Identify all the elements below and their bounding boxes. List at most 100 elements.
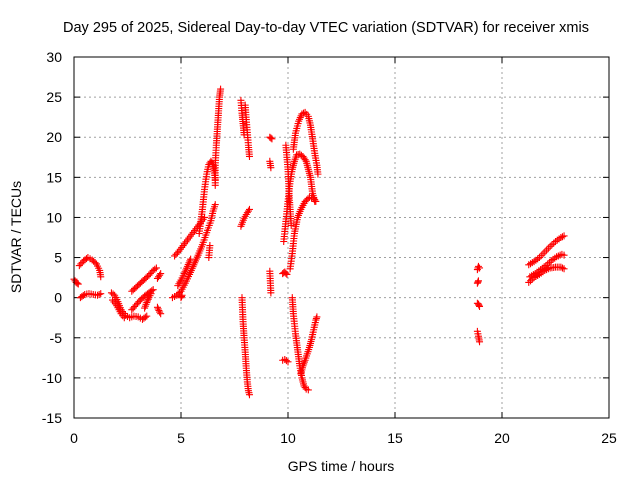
x-axis-ticks: 0 5 10 15 20 25	[70, 57, 617, 446]
data-point	[147, 290, 155, 298]
data-point	[268, 135, 276, 143]
y-tick-label: 5	[54, 250, 62, 266]
y-tick-label: -5	[50, 330, 63, 346]
data-point	[244, 207, 252, 215]
y-tick-label: 10	[46, 209, 62, 225]
data-point	[528, 259, 536, 267]
data-track	[128, 286, 157, 314]
data-track	[473, 277, 482, 287]
data-point	[541, 248, 549, 256]
data-track	[289, 108, 322, 178]
data-point	[311, 196, 319, 204]
data-track	[177, 291, 186, 302]
data-point	[151, 265, 159, 273]
data-track	[282, 141, 295, 229]
data-track	[76, 290, 105, 302]
data-track	[279, 268, 291, 278]
y-tick-label: 15	[46, 169, 62, 185]
data-track	[141, 290, 155, 312]
x-tick-label: 5	[177, 430, 185, 446]
data-point	[267, 164, 275, 172]
plot-frame	[73, 56, 610, 419]
data-track	[237, 205, 253, 230]
data-point	[543, 246, 551, 254]
data-point	[300, 109, 308, 117]
data-point	[558, 264, 566, 272]
data-point	[476, 338, 484, 346]
data-point	[529, 271, 537, 279]
data-point	[548, 241, 556, 249]
data-point	[534, 255, 542, 263]
data-point	[560, 251, 568, 259]
data-points	[70, 85, 568, 399]
x-tick-label: 15	[387, 430, 403, 446]
data-point	[94, 291, 102, 299]
data-point	[474, 262, 482, 270]
data-track	[168, 201, 219, 302]
data-point	[314, 170, 322, 178]
data-point	[525, 278, 533, 286]
data-point	[178, 291, 186, 299]
data-point	[245, 152, 253, 160]
data-point	[557, 234, 565, 241]
x-tick-label: 10	[280, 430, 296, 446]
data-track	[174, 255, 195, 290]
data-track	[297, 313, 321, 378]
data-track	[75, 254, 105, 281]
y-axis-ticks: -15 -10 -5 0 5 10 15 20 25 30	[42, 49, 609, 426]
x-tick-label: 25	[601, 430, 617, 446]
x-tick-label: 20	[494, 430, 510, 446]
x-axis-label: GPS time / hours	[288, 458, 395, 474]
data-track	[473, 262, 484, 274]
data-point	[154, 305, 162, 313]
data-point	[141, 313, 149, 321]
data-point	[79, 292, 87, 300]
data-point	[551, 254, 559, 262]
data-point	[539, 250, 547, 258]
data-track	[526, 250, 568, 281]
data-track	[171, 213, 209, 260]
data-point	[73, 279, 81, 287]
data-point	[474, 277, 482, 285]
y-tick-label: -15	[42, 410, 62, 426]
data-point	[155, 307, 163, 315]
data-point	[560, 232, 568, 240]
y-tick-label: -10	[42, 370, 62, 386]
data-point	[283, 270, 291, 278]
y-tick-label: 20	[46, 129, 62, 145]
data-point	[156, 308, 164, 316]
data-point	[95, 290, 103, 298]
data-point	[540, 263, 548, 271]
data-point	[544, 244, 552, 252]
data-track	[211, 85, 225, 189]
data-point	[558, 233, 566, 241]
data-point	[527, 277, 535, 285]
data-point	[284, 358, 292, 366]
data-track	[70, 275, 82, 288]
data-point	[557, 263, 565, 271]
x-tick-label: 0	[70, 430, 78, 446]
data-point	[74, 280, 82, 288]
data-point	[550, 239, 558, 247]
data-point	[149, 286, 157, 294]
data-point	[97, 290, 105, 298]
grid-lines	[74, 57, 609, 418]
y-tick-label: 30	[46, 49, 62, 65]
data-track	[279, 355, 292, 366]
data-point	[156, 271, 164, 279]
data-point	[535, 267, 543, 275]
data-point	[211, 201, 219, 209]
data-point	[296, 114, 304, 122]
data-track	[238, 294, 253, 399]
data-point	[143, 297, 151, 305]
y-axis-label: SDTVAR / TECUs	[8, 181, 24, 293]
data-point	[152, 264, 160, 272]
data-point	[245, 391, 253, 399]
data-point	[245, 205, 253, 213]
data-point	[157, 270, 165, 278]
data-point	[217, 85, 225, 93]
data-point	[476, 302, 484, 310]
data-point	[560, 265, 568, 273]
data-point	[267, 289, 275, 297]
